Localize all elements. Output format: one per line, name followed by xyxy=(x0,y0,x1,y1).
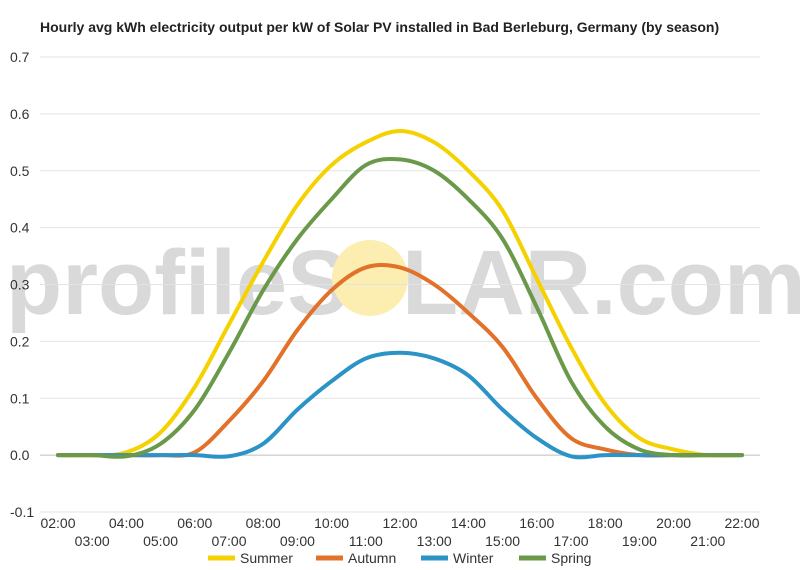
legend-item-summer: Summer xyxy=(208,550,293,566)
x-tick-label: 22:00 xyxy=(724,515,759,531)
series-line-summer xyxy=(56,128,744,458)
legend-item-autumn: Autumn xyxy=(316,550,396,566)
y-tick-label: 0.2 xyxy=(10,333,30,349)
chart-title: Hourly avg kWh electricity output per kW… xyxy=(40,19,720,35)
x-tick-label: 14:00 xyxy=(451,515,486,531)
x-tick-label: 20:00 xyxy=(656,515,691,531)
x-tick-label: 21:00 xyxy=(690,533,725,549)
legend-label: Autumn xyxy=(348,550,396,566)
legend-label: Summer xyxy=(240,550,293,566)
watermark-text-right: LAR.com xyxy=(402,232,800,334)
y-axis-ticks: 0.7 0.6 0.5 0.4 0.3 0.2 0.1 0.0 -0.1 xyxy=(10,49,34,520)
profilesolar-watermark: profileS LAR.com xyxy=(6,232,800,334)
legend: Summer Autumn Winter Spring xyxy=(208,550,591,566)
x-tick-label: 19:00 xyxy=(622,533,657,549)
y-tick-label: 0.5 xyxy=(10,163,30,179)
x-tick-label: 04:00 xyxy=(109,515,144,531)
x-tick-label: 09:00 xyxy=(280,533,315,549)
series-lines xyxy=(56,128,744,460)
x-tick-label: 06:00 xyxy=(177,515,212,531)
x-tick-label: 12:00 xyxy=(382,515,417,531)
y-tick-label: 0.3 xyxy=(10,277,30,293)
x-tick-label: 16:00 xyxy=(519,515,554,531)
y-tick-label: 0.7 xyxy=(10,49,30,65)
legend-label: Winter xyxy=(453,550,494,566)
y-tick-label: 0.1 xyxy=(10,390,30,406)
series-line-spring xyxy=(56,156,744,459)
x-tick-label: 08:00 xyxy=(246,515,281,531)
x-tick-label: 13:00 xyxy=(417,533,452,549)
x-tick-label: 11:00 xyxy=(349,533,383,549)
y-tick-label: 0.0 xyxy=(10,447,30,463)
series-line-winter xyxy=(56,350,744,460)
x-tick-label: 10:00 xyxy=(314,515,349,531)
watermark-text-left: profileS xyxy=(6,232,348,334)
y-tick-label: -0.1 xyxy=(10,504,34,520)
x-tick-label: 18:00 xyxy=(588,515,623,531)
y-tick-label: 0.6 xyxy=(10,106,30,122)
x-tick-label: 07:00 xyxy=(211,533,246,549)
x-tick-label: 15:00 xyxy=(485,533,520,549)
x-tick-label: 17:00 xyxy=(553,533,588,549)
y-tick-label: 0.4 xyxy=(10,220,30,236)
legend-item-winter: Winter xyxy=(421,550,494,566)
watermark-sun-icon xyxy=(332,240,408,316)
x-tick-label: 05:00 xyxy=(143,533,178,549)
legend-label: Spring xyxy=(551,550,591,566)
x-tick-label: 02:00 xyxy=(40,515,75,531)
x-tick-label: 03:00 xyxy=(75,533,110,549)
legend-item-spring: Spring xyxy=(519,550,591,566)
